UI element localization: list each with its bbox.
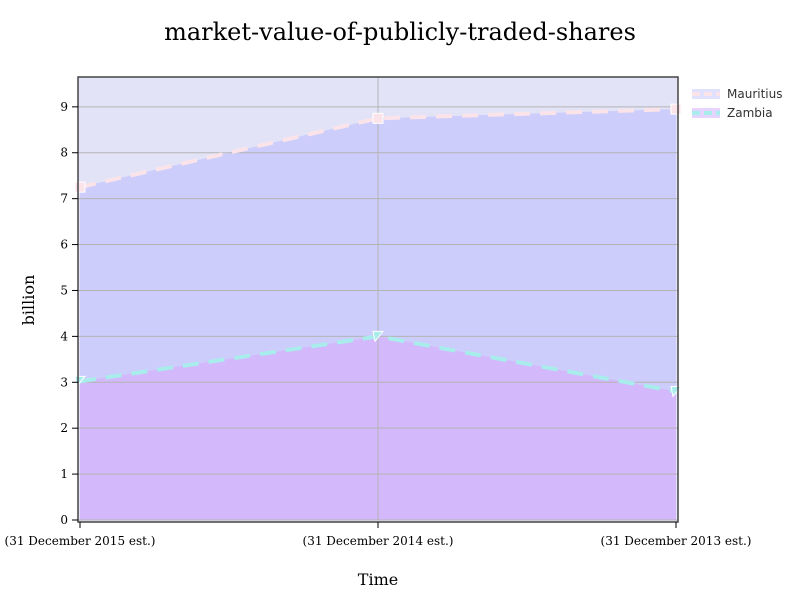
x-axis: (31 December 2015 est.) (31 December 2014… — [5, 522, 752, 548]
gridlines — [78, 77, 678, 521]
x-tick-label: (31 December 2014 est.) — [303, 534, 454, 548]
marker-mauritius — [670, 103, 682, 115]
marker-zambia — [372, 330, 385, 343]
y-tick-label: 6 — [60, 238, 68, 252]
marker-mauritius — [372, 112, 384, 124]
line-mauritius — [79, 107, 677, 190]
x-tick-label: (31 December 2013 est.) — [601, 534, 752, 548]
marker-mauritius — [74, 181, 86, 193]
y-tick-label: 2 — [60, 421, 68, 435]
x-tick-label: (31 December 2015 est.) — [5, 534, 156, 548]
y-tick-label: 8 — [60, 146, 68, 160]
y-tick-label: 3 — [60, 375, 68, 389]
y-tick-label: 5 — [60, 283, 68, 297]
legend-label: Mauritius — [727, 87, 782, 101]
y-axis: 0 1 2 3 4 5 6 7 8 9 — [60, 100, 78, 527]
legend-label: Zambia — [727, 106, 773, 120]
y-tick-label: 1 — [60, 467, 68, 481]
y-tick-label: 9 — [60, 100, 68, 114]
y-tick-label: 4 — [60, 329, 68, 343]
y-tick-label: 0 — [60, 513, 68, 527]
y-tick-label: 7 — [60, 192, 68, 206]
y-axis-label: billion — [19, 275, 38, 326]
chart-title: market-value-of-publicly-traded-shares — [164, 18, 636, 46]
legend: Mauritius Zambia — [692, 87, 782, 120]
x-axis-label: Time — [358, 570, 398, 589]
